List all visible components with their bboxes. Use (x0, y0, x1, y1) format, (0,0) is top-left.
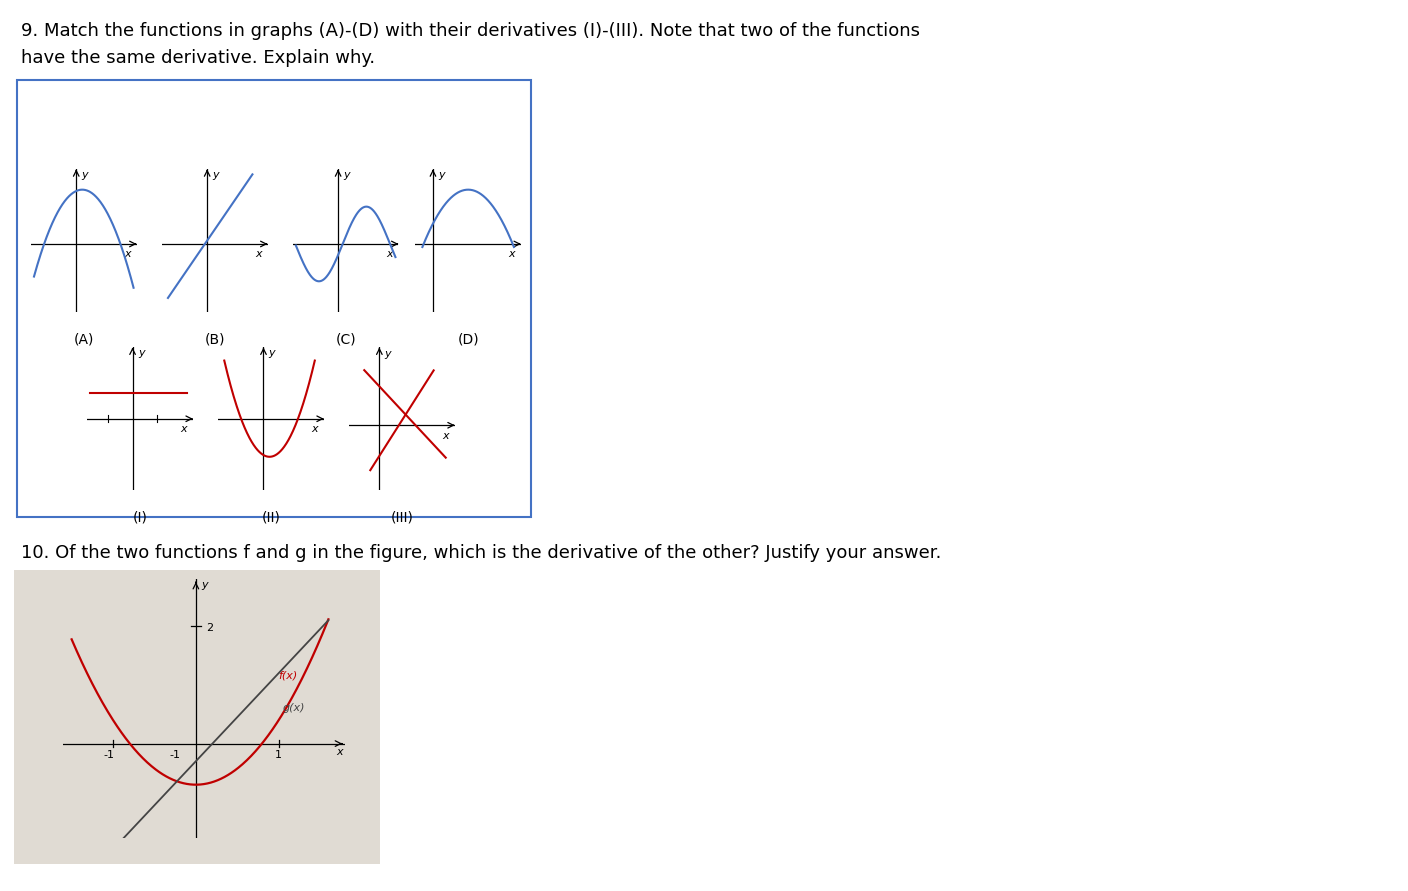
Text: y: y (438, 170, 445, 180)
Text: x: x (124, 249, 131, 259)
Text: y: y (384, 348, 391, 359)
Text: -1: -1 (103, 750, 114, 760)
Text: (B): (B) (204, 332, 225, 347)
Text: x: x (442, 431, 449, 441)
Text: y: y (138, 348, 145, 358)
Text: x: x (386, 249, 393, 259)
Text: y: y (82, 170, 89, 180)
Text: 2: 2 (206, 623, 213, 633)
Text: x: x (508, 249, 515, 259)
Text: y: y (201, 580, 207, 590)
Text: y: y (344, 170, 351, 180)
Text: x: x (255, 249, 262, 259)
Text: x: x (311, 423, 318, 434)
Text: y: y (213, 170, 220, 180)
Text: 10. Of the two functions f and g in the figure, which is the derivative of the o: 10. Of the two functions f and g in the … (21, 544, 942, 561)
Text: g(x): g(x) (283, 703, 306, 714)
Text: 1: 1 (275, 750, 282, 760)
Text: -1: -1 (170, 750, 180, 760)
Text: x: x (337, 748, 344, 757)
Text: f(x): f(x) (279, 671, 298, 681)
Text: x: x (180, 423, 187, 434)
Text: (C): (C) (335, 332, 356, 347)
Text: have the same derivative. Explain why.: have the same derivative. Explain why. (21, 49, 376, 67)
Text: (III): (III) (390, 511, 414, 525)
Text: (II): (II) (262, 511, 280, 525)
Text: (D): (D) (458, 332, 479, 347)
Text: y: y (269, 348, 276, 358)
Text: 9. Match the functions in graphs (A)-(D) with their derivatives (I)-(III). Note : 9. Match the functions in graphs (A)-(D)… (21, 22, 919, 40)
Text: (I): (I) (132, 511, 148, 525)
Text: (A): (A) (73, 332, 94, 347)
